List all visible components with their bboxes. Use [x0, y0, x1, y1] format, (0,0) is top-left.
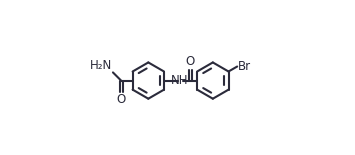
Text: O: O — [116, 93, 126, 106]
Text: NH: NH — [171, 74, 189, 87]
Text: H₂N: H₂N — [90, 59, 112, 72]
Text: O: O — [186, 55, 195, 68]
Text: Br: Br — [238, 60, 251, 73]
